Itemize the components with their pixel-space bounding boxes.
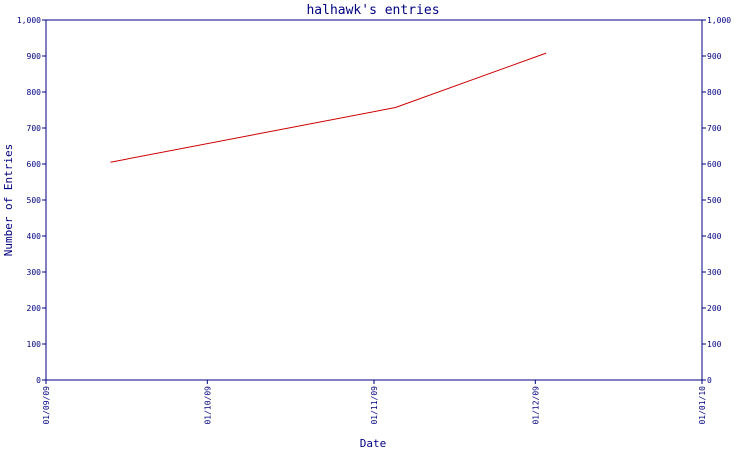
- y-tick-label-left: 1,000: [17, 16, 41, 25]
- plot-area: [45, 19, 703, 381]
- y-tick-label-left: 800: [27, 88, 42, 97]
- y-axis-right: 0 100 200 300 400 500 600 700 800 900 1,000: [702, 16, 731, 385]
- x-axis-label: Date: [360, 437, 387, 450]
- series-group: [110, 52, 547, 163]
- y-tick-label-right: 200: [707, 304, 722, 313]
- x-tick-label: 01/11/09: [370, 386, 379, 425]
- y-tick-label-left: 900: [27, 52, 42, 61]
- y-tick-label-left: 500: [27, 196, 42, 205]
- chart-title: halhawk's entries: [306, 3, 439, 18]
- y-tick-label-left: 200: [27, 304, 42, 313]
- y-tick-label-right: 800: [707, 88, 722, 97]
- y-tick-label-left: 0: [36, 376, 41, 385]
- y-tick-label-right: 500: [707, 196, 722, 205]
- y-tick-label-right: 400: [707, 232, 722, 241]
- x-tick-label: 01/09/09: [42, 386, 51, 425]
- x-tick-label: 01/12/09: [531, 386, 540, 425]
- y-tick-label-right: 600: [707, 160, 722, 169]
- y-tick-label-left: 600: [27, 160, 42, 169]
- y-tick-label-left: 300: [27, 268, 42, 277]
- y-tick-label-right: 300: [707, 268, 722, 277]
- y-axis-label: Number of Entries: [2, 144, 15, 257]
- y-axis-left: 0 100 200 300 400 500 600 700 800 900 1,000: [17, 16, 46, 385]
- y-tick-label-left: 400: [27, 232, 42, 241]
- x-tick-label: 01/01/10: [698, 386, 707, 425]
- y-tick-label-right: 900: [707, 52, 722, 61]
- y-tick-label-right: 1,000: [707, 16, 731, 25]
- y-tick-label-right: 700: [707, 124, 722, 133]
- series-line: [110, 52, 547, 163]
- y-tick-label-left: 700: [27, 124, 42, 133]
- y-tick-label-right: 100: [707, 340, 722, 349]
- y-tick-label-right: 0: [707, 376, 712, 385]
- y-tick-label-left: 100: [27, 340, 42, 349]
- x-axis: 01/09/09 01/10/09 01/11/09 01/12/09 01/01/10: [42, 380, 707, 425]
- x-tick-label: 01/10/09: [203, 386, 212, 425]
